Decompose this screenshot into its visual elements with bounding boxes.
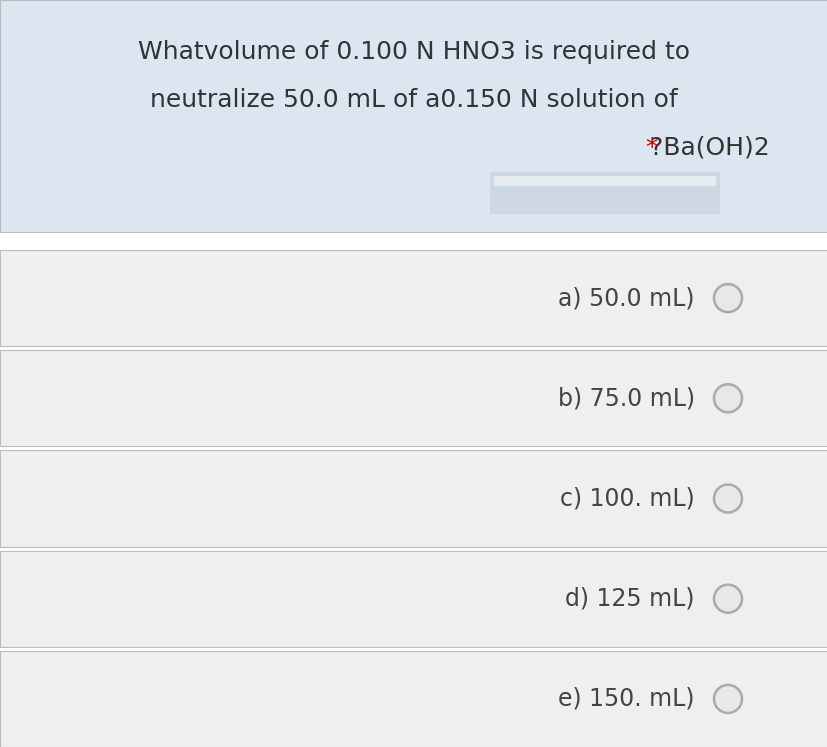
Text: ?Ba(OH)2: ?Ba(OH)2 xyxy=(642,136,769,160)
Text: Whatvolume of 0.100 N HNO3 is required to: Whatvolume of 0.100 N HNO3 is required t… xyxy=(138,40,689,64)
Text: b) 75.0 mL): b) 75.0 mL) xyxy=(557,386,694,410)
Text: d) 125 mL): d) 125 mL) xyxy=(565,586,694,611)
Text: e) 150. mL): e) 150. mL) xyxy=(558,687,694,711)
FancyBboxPatch shape xyxy=(0,551,827,647)
Text: a) 50.0 mL): a) 50.0 mL) xyxy=(558,286,694,310)
Circle shape xyxy=(713,485,741,512)
Circle shape xyxy=(713,284,741,312)
FancyBboxPatch shape xyxy=(0,250,827,346)
Text: neutralize 50.0 mL of a0.150 N solution of: neutralize 50.0 mL of a0.150 N solution … xyxy=(150,88,677,112)
FancyBboxPatch shape xyxy=(0,651,827,747)
Circle shape xyxy=(713,585,741,613)
FancyBboxPatch shape xyxy=(0,450,827,547)
Text: c) 100. mL): c) 100. mL) xyxy=(560,486,694,510)
Text: *: * xyxy=(645,136,657,160)
FancyBboxPatch shape xyxy=(0,350,827,447)
Circle shape xyxy=(713,384,741,412)
FancyBboxPatch shape xyxy=(0,0,827,232)
FancyBboxPatch shape xyxy=(490,172,719,214)
Circle shape xyxy=(713,685,741,713)
FancyBboxPatch shape xyxy=(494,176,715,186)
